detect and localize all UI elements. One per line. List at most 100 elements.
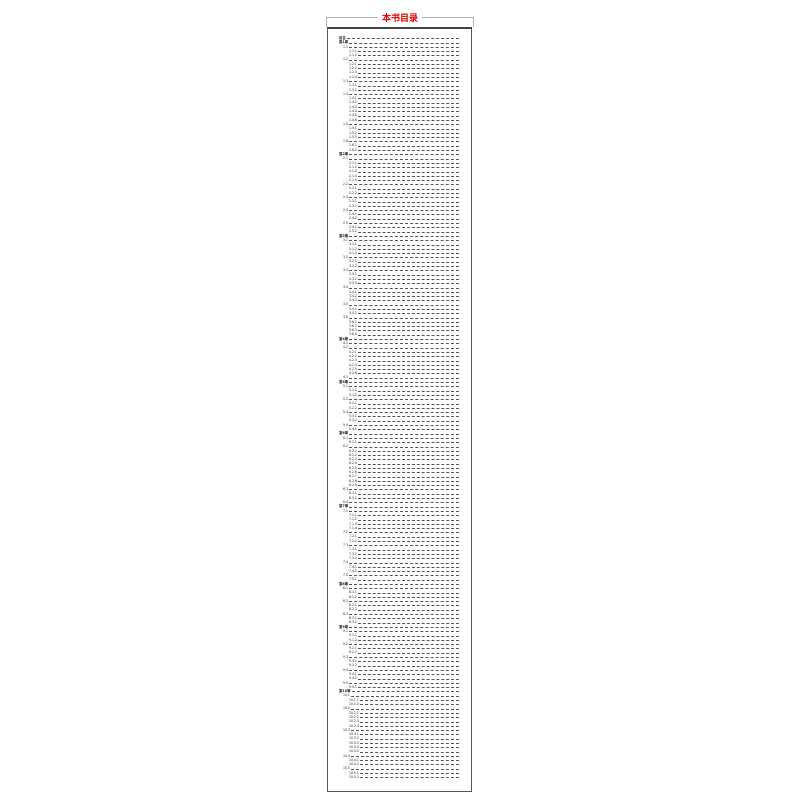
toc-entry[interactable]: 10.2.4 bbox=[339, 724, 460, 728]
toc-entry[interactable]: 10.4.2 bbox=[339, 762, 460, 766]
toc-entry[interactable]: 3.6.1 bbox=[339, 320, 460, 324]
toc-entry[interactable]: 2.2 bbox=[339, 182, 460, 186]
toc-entry[interactable]: 1.4 bbox=[339, 92, 460, 96]
toc-entry[interactable]: 1.4.2 bbox=[339, 100, 460, 104]
toc-entry[interactable]: 3.5 bbox=[339, 302, 460, 306]
toc-entry[interactable]: 10.2.2 bbox=[339, 715, 460, 719]
toc-entry[interactable]: 3.1.3 bbox=[339, 251, 460, 255]
toc-entry[interactable]: 9.4.1 bbox=[339, 672, 460, 676]
toc-entry[interactable]: 10.3.4 bbox=[339, 745, 460, 749]
toc-entry[interactable]: 9.5.1 bbox=[339, 685, 460, 689]
toc-entry[interactable]: 9.1.2 bbox=[339, 638, 460, 642]
toc-entry[interactable]: 1.5.2 bbox=[339, 131, 460, 135]
toc-entry[interactable]: 3.2.1 bbox=[339, 259, 460, 263]
toc-entry[interactable]: 3.1.2 bbox=[339, 247, 460, 251]
toc-entry[interactable]: 7.1.4 bbox=[339, 526, 460, 530]
toc-entry[interactable]: 7.1.1 bbox=[339, 513, 460, 517]
toc-entry[interactable]: 10.5 bbox=[339, 766, 460, 770]
toc-entry[interactable]: 8.1.1 bbox=[339, 590, 460, 594]
toc-entry[interactable]: 2.2.2 bbox=[339, 191, 460, 195]
toc-entry[interactable]: 9.4 bbox=[339, 668, 460, 672]
toc-entry[interactable]: 4.3 bbox=[339, 375, 460, 379]
toc-entry[interactable]: 3.4.3 bbox=[339, 298, 460, 302]
toc-entry[interactable]: 4.2.2 bbox=[339, 354, 460, 358]
toc-entry[interactable]: 6.2.9 bbox=[339, 483, 460, 487]
toc-entry[interactable]: 2.1.1 bbox=[339, 161, 460, 165]
toc-entry[interactable]: 4.2.5 bbox=[339, 367, 460, 371]
toc-entry[interactable]: 8.3.2 bbox=[339, 620, 460, 624]
toc-entry[interactable]: 3.6.2 bbox=[339, 324, 460, 328]
toc-entry[interactable]: 5.2 bbox=[339, 397, 460, 401]
toc-entry[interactable]: 1.3.2 bbox=[339, 88, 460, 92]
toc-chapter[interactable]: 第1章 bbox=[339, 40, 460, 44]
toc-entry[interactable]: 10.4.1 bbox=[339, 758, 460, 762]
toc-entry[interactable]: 10.3.3 bbox=[339, 741, 460, 745]
toc-entry[interactable]: 2.1.5 bbox=[339, 178, 460, 182]
toc-chapter[interactable]: 第8章 bbox=[339, 582, 460, 586]
toc-entry[interactable]: 3.3 bbox=[339, 268, 460, 272]
toc-entry[interactable]: 1.4.3 bbox=[339, 105, 460, 109]
toc-entry[interactable]: 7.3.1 bbox=[339, 547, 460, 551]
toc-entry[interactable]: 4.2.6 bbox=[339, 371, 460, 375]
toc-entry[interactable]: 4.2.1 bbox=[339, 350, 460, 354]
toc-entry[interactable]: 5.1.2 bbox=[339, 393, 460, 397]
toc-entry[interactable]: 3.6.4 bbox=[339, 332, 460, 336]
toc-entry[interactable]: 10.1.1 bbox=[339, 698, 460, 702]
toc-entry[interactable]: 10.2.1 bbox=[339, 711, 460, 715]
toc-entry[interactable]: 3.4.1 bbox=[339, 290, 460, 294]
toc-entry[interactable]: 1.2.2 bbox=[339, 66, 460, 70]
toc-entry[interactable]: 9.1 bbox=[339, 629, 460, 633]
toc-entry[interactable]: 10.5.2 bbox=[339, 775, 460, 779]
toc-entry[interactable]: 3.4.2 bbox=[339, 294, 460, 298]
toc-entry[interactable]: 10.2.3 bbox=[339, 719, 460, 723]
toc-entry[interactable]: 1.6 bbox=[339, 139, 460, 143]
toc-entry[interactable]: 1.3 bbox=[339, 79, 460, 83]
toc-entry[interactable]: 6.2.1 bbox=[339, 449, 460, 453]
toc-entry[interactable]: 9.4.2 bbox=[339, 676, 460, 680]
toc-entry[interactable]: 5.2.1 bbox=[339, 401, 460, 405]
toc-entry[interactable]: 5.3.1 bbox=[339, 414, 460, 418]
toc-entry[interactable]: 10.2 bbox=[339, 706, 460, 710]
toc-entry[interactable]: 6.2.3 bbox=[339, 457, 460, 461]
toc-entry[interactable]: 1.1.2 bbox=[339, 53, 460, 57]
toc-entry[interactable]: 3.1 bbox=[339, 238, 460, 242]
toc-entry[interactable]: 2.1.4 bbox=[339, 174, 460, 178]
toc-entry[interactable]: 3.6.3 bbox=[339, 328, 460, 332]
toc-chapter[interactable]: 第10章 bbox=[339, 689, 460, 693]
toc-chapter[interactable]: 第6章 bbox=[339, 431, 460, 435]
toc-entry[interactable]: 7.1.2 bbox=[339, 517, 460, 521]
toc-entry[interactable]: 3.1.1 bbox=[339, 242, 460, 246]
toc-entry[interactable]: 3.2.2 bbox=[339, 264, 460, 268]
toc-entry[interactable]: 4.2 bbox=[339, 345, 460, 349]
toc-chapter[interactable]: 第2章 bbox=[339, 152, 460, 156]
toc-entry[interactable]: 2.5.2 bbox=[339, 229, 460, 233]
toc-entry[interactable]: 1.6.2 bbox=[339, 148, 460, 152]
toc-entry[interactable]: 9.1.1 bbox=[339, 633, 460, 637]
toc-entry[interactable]: 2.2.1 bbox=[339, 186, 460, 190]
toc-entry[interactable]: 1.5.3 bbox=[339, 135, 460, 139]
toc-entry[interactable]: 6.2.8 bbox=[339, 479, 460, 483]
toc-entry[interactable]: 1.1 bbox=[339, 45, 460, 49]
toc-entry[interactable]: 3.3.3 bbox=[339, 281, 460, 285]
toc-entry[interactable]: 7.5.1 bbox=[339, 577, 460, 581]
toc-entry[interactable]: 6.1 bbox=[339, 436, 460, 440]
toc-entry[interactable]: 7.3.3 bbox=[339, 556, 460, 560]
toc-entry[interactable]: 8.2 bbox=[339, 599, 460, 603]
toc-entry[interactable]: 3.5.2 bbox=[339, 311, 460, 315]
toc-entry[interactable]: 3.5.1 bbox=[339, 307, 460, 311]
toc-entry[interactable]: 10.4 bbox=[339, 754, 460, 758]
toc-entry[interactable]: 6.3.2 bbox=[339, 496, 460, 500]
toc-entry[interactable]: 2.1.3 bbox=[339, 169, 460, 173]
toc-entry[interactable]: 1.5.1 bbox=[339, 126, 460, 130]
toc-entry[interactable]: 4.2.4 bbox=[339, 363, 460, 367]
toc-entry[interactable]: 3.3.2 bbox=[339, 277, 460, 281]
toc-entry[interactable]: 3.2 bbox=[339, 255, 460, 259]
toc-entry[interactable]: 10.3.2 bbox=[339, 736, 460, 740]
toc-chapter[interactable]: 第9章 bbox=[339, 625, 460, 629]
toc-entry[interactable]: 6.2.4 bbox=[339, 461, 460, 465]
toc-entry[interactable]: 6.2.5 bbox=[339, 466, 460, 470]
toc-entry[interactable]: 1.2.4 bbox=[339, 75, 460, 79]
toc-entry[interactable]: 1.4.1 bbox=[339, 96, 460, 100]
toc-entry[interactable]: 9.2 bbox=[339, 642, 460, 646]
toc-entry[interactable]: 9.2.1 bbox=[339, 646, 460, 650]
